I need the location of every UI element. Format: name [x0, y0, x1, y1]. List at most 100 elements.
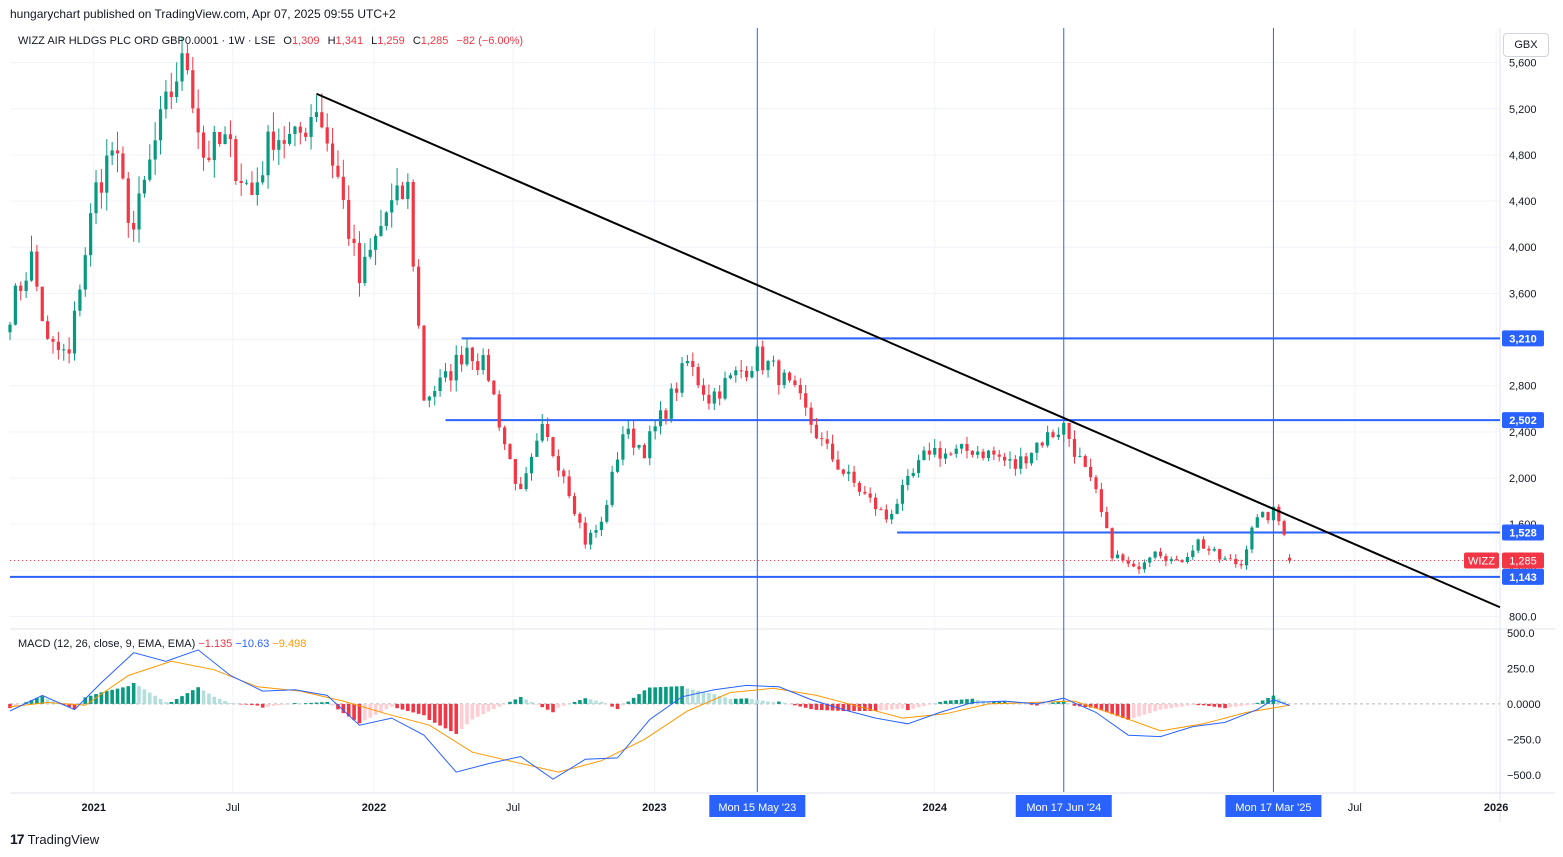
candle [755, 344, 759, 372]
candle-body [1266, 512, 1270, 521]
macd-histogram-bar [857, 703, 862, 711]
candle-body [1153, 551, 1157, 558]
candle-body [900, 485, 905, 504]
candle [89, 203, 93, 267]
candle-body [347, 199, 351, 239]
tradingview-brand[interactable]: 17 TradingView [10, 831, 99, 847]
candle [841, 468, 845, 477]
macd-histogram-bar [481, 703, 485, 715]
price-tick-label: 3,600 [1509, 288, 1537, 300]
candle-body [1078, 455, 1082, 457]
candle [13, 283, 17, 326]
candle [696, 363, 700, 389]
candle [540, 414, 544, 443]
candle [185, 44, 190, 75]
candle [562, 468, 566, 484]
high-value: 1,341 [335, 35, 364, 47]
price-tick-label: 5,600 [1509, 58, 1537, 70]
candle [169, 72, 173, 110]
candle [78, 284, 82, 317]
candle-body [771, 360, 776, 362]
candle-body [115, 150, 120, 154]
macd-histogram-bar [621, 703, 625, 706]
candle-body [1244, 549, 1249, 566]
candle-body [1056, 434, 1060, 438]
macd-histogram-bar [465, 703, 469, 725]
candle [406, 173, 410, 210]
candle-body [486, 355, 491, 381]
candle-body [728, 375, 733, 379]
macd-histogram-bar [330, 703, 335, 706]
macd-histogram-bar [578, 700, 582, 704]
macd-histogram-bar [379, 703, 383, 713]
candle [546, 417, 550, 442]
candle [1212, 546, 1216, 552]
candle-body [1180, 560, 1184, 563]
candle [46, 315, 50, 341]
macd-histogram-bar [916, 703, 921, 708]
macd-histogram-bar [395, 703, 399, 709]
candle [895, 498, 899, 515]
candle [1121, 552, 1125, 563]
candle [207, 140, 211, 163]
macd-histogram-bar [518, 696, 523, 704]
macd-histogram-bar [1207, 703, 1211, 707]
currency-button[interactable]: GBX [1503, 33, 1549, 57]
macd-histogram-bar [965, 699, 969, 704]
macd-histogram-bar [825, 703, 829, 711]
candle-body [556, 456, 560, 471]
macd-histogram-bar [266, 703, 270, 707]
candle-body [180, 53, 184, 82]
candle-body [873, 497, 878, 510]
close-value: 1,285 [420, 35, 449, 47]
macd-histogram-bar [72, 703, 77, 709]
tradingview-logo-icon: 17 [10, 831, 25, 847]
candle [626, 420, 630, 439]
candle [1099, 482, 1103, 517]
candle [110, 141, 114, 166]
candle [180, 37, 184, 91]
candle-body [400, 185, 405, 200]
macd-histogram-bar [352, 703, 356, 720]
candle-body [540, 423, 544, 441]
macd-legend[interactable]: MACD (12, 26, close, 9, EMA, EMA) −1.135… [18, 638, 306, 650]
open-value: 1,309 [291, 35, 320, 47]
candle [1051, 429, 1055, 439]
macd-histogram-bar [841, 703, 846, 711]
descending-trendline [316, 92, 1501, 609]
macd-histogram-bar [174, 699, 179, 704]
candle-body [89, 213, 93, 256]
candle-body [56, 341, 60, 351]
macd-histogram-bar [970, 698, 975, 704]
candle-body [551, 437, 555, 457]
candle [287, 121, 292, 146]
candle-body [621, 434, 625, 460]
candle [1110, 527, 1114, 562]
time-tick-label: 2024 [922, 802, 947, 814]
macd-histogram-bar [1217, 703, 1222, 708]
candle [750, 366, 754, 379]
macd-histogram-bar [1131, 703, 1136, 719]
macd-histogram-bar [782, 702, 786, 704]
macd-histogram-bar [900, 703, 905, 709]
candle [304, 127, 308, 142]
candle-body [642, 445, 647, 459]
candle-body [1132, 563, 1136, 567]
candle-body [465, 347, 469, 365]
level-tag-label: 3,210 [1509, 333, 1537, 345]
candle-body [1228, 558, 1233, 560]
macd-histogram-bar [959, 699, 964, 704]
candle [1169, 556, 1173, 564]
candle [658, 401, 663, 435]
symbol-legend[interactable]: WIZZ AIR HLDGS PLC ORD GBP0.0001 · 1W · … [18, 35, 523, 47]
candle-body [685, 361, 690, 364]
price-tick-label: 2,400 [1509, 427, 1537, 439]
macd-tick-label: 250.0 [1507, 663, 1535, 675]
candle-body [535, 440, 539, 457]
symbol-tag-bg [1464, 552, 1499, 569]
candle-body [938, 447, 942, 459]
macd-histogram-bar [190, 690, 195, 704]
macd-histogram-bar [137, 686, 141, 704]
time-tick-label: Jul [506, 802, 520, 814]
candle [551, 436, 555, 458]
